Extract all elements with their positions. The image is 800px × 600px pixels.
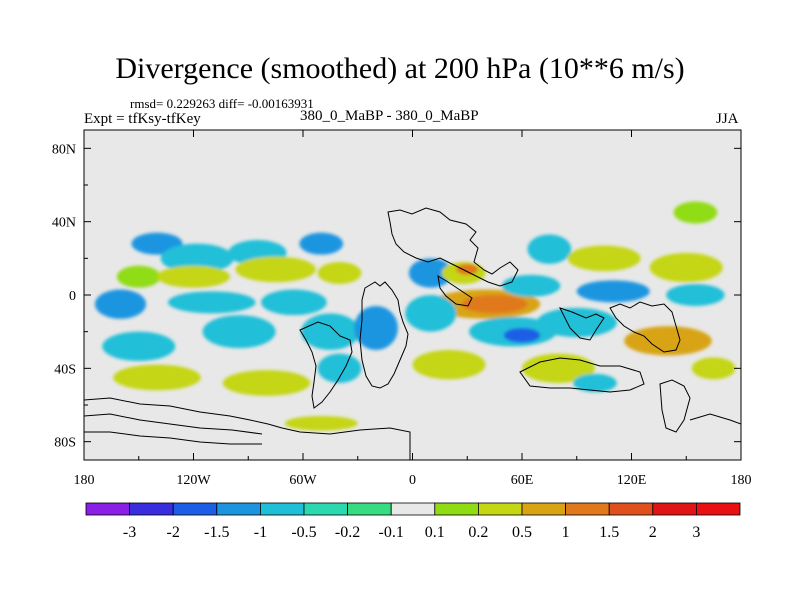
colorbar-swatch-10 [521, 502, 566, 516]
field-blob-18 [284, 416, 358, 431]
field-blob-34 [536, 307, 617, 338]
colorbar-label-5: -0.2 [335, 524, 360, 541]
x-tick-label-6: 180 [731, 473, 752, 488]
colorbar-swatch-5 [303, 502, 348, 516]
field-blob-32 [673, 201, 718, 224]
colorbar-label-4: -0.5 [291, 524, 316, 541]
field-blob-16 [222, 370, 311, 396]
coastline-antarctica-inner [84, 413, 263, 435]
axes: 180 120W 60W 0 60E 120E 180 80N 40N 0 40S 80S [52, 130, 752, 488]
colorbar-label-12: 2 [649, 524, 657, 541]
field-blob-1 [160, 243, 234, 273]
x-tick-label-4: 60E [511, 473, 534, 488]
coastline-south-america [299, 321, 353, 409]
field-blob-17 [317, 353, 362, 384]
colorbar-label-0: -3 [123, 524, 136, 541]
coastline-europe-asia [387, 207, 519, 287]
colorbar-label-9: 0.5 [512, 524, 532, 541]
x-tick-label-3: 0 [409, 473, 416, 488]
field-blob-8 [94, 289, 147, 319]
field-blob-23 [461, 295, 528, 314]
y-tick-label-1: 40N [52, 216, 76, 231]
colorbar-swatch-4 [259, 502, 305, 516]
field-blob-7 [317, 262, 362, 284]
colorbar-swatch-6 [347, 502, 392, 516]
colorbar-swatch-13 [652, 502, 697, 516]
field-blob-19 [408, 258, 453, 288]
coastline-new-zealand [659, 379, 691, 433]
chart-title: Divergence (smoothed) at 200 hPa (10**6 … [115, 52, 685, 85]
field-blob-39 [691, 357, 736, 380]
colorbar-label-8: 0.2 [468, 524, 488, 541]
coastline-antarctica [84, 397, 411, 460]
field-blob-29 [501, 274, 561, 297]
colorbar-swatch-12 [608, 502, 654, 516]
field-blob-26 [503, 328, 541, 343]
y-tick-label-2: 0 [69, 289, 76, 304]
colorbar: -3 -2 -1.5 -1 -0.5 -0.2 -0.1 0.1 0.2 0.5 1 1.5 2 3 [85, 502, 741, 541]
field-blob-31 [649, 252, 723, 283]
colorbar-swatch-1 [129, 502, 174, 516]
field-blob-27 [412, 350, 486, 380]
colorbar-swatch-11 [565, 502, 610, 516]
x-tick-label-0: 180 [74, 473, 95, 488]
coastline-australia [519, 357, 645, 393]
colorbar-label-3: -1 [254, 524, 267, 541]
coastline-africa [359, 281, 409, 389]
stats-line: rmsd= 0.229263 diff= -0.00163931 [130, 96, 314, 111]
field-blob-14 [354, 306, 398, 350]
field-blob-24 [405, 295, 457, 332]
x-tick-label-1: 120W [176, 473, 211, 488]
coastline-east-antarctica [689, 413, 741, 425]
colorbar-swatch-14 [696, 502, 741, 516]
field-blob-5 [157, 265, 230, 288]
x-tick-label-2: 60W [289, 473, 317, 488]
field-blob-15 [113, 364, 201, 391]
field-blob-10 [261, 289, 327, 316]
colorbar-swatch-7 [390, 502, 436, 516]
colorbar-label-13: 3 [692, 524, 700, 541]
experiment-label: Expt = tfKsy-tfKey [84, 111, 201, 127]
field-blob-4 [116, 265, 161, 288]
field-blob-28 [527, 234, 572, 264]
divergence-field [94, 201, 736, 431]
colorbar-label-7: 0.1 [425, 524, 445, 541]
colorbar-swatch-3 [216, 502, 261, 516]
colorbar-swatch-2 [172, 502, 218, 516]
x-tick-label-5: 120E [617, 473, 647, 488]
coastline-india-sea [559, 307, 605, 341]
field-blob-9 [167, 291, 256, 314]
field-blob-21 [456, 263, 479, 275]
y-tick-label-0: 80N [52, 142, 76, 157]
field-blob-33 [576, 280, 650, 303]
colorbar-label-2: -1.5 [204, 524, 229, 541]
field-blob-36 [522, 353, 595, 384]
y-tick-label-3: 40S [54, 362, 76, 377]
field-blob-6 [235, 256, 316, 283]
field-blob-38 [666, 284, 725, 306]
coastline-arabia [437, 275, 473, 307]
colorbar-label-6: -0.1 [379, 524, 404, 541]
coastline-antarctica-shelf [84, 431, 262, 445]
center-subtitle: 380_0_MaBP - 380_0_MaBP [300, 108, 479, 124]
colorbar-label-11: 1.5 [599, 524, 619, 541]
colorbar-swatch-9 [477, 502, 523, 516]
colorbar-label-10: 1 [562, 524, 570, 541]
coastline-southeast-asia [609, 301, 681, 353]
colorbar-swatch-8 [434, 502, 479, 516]
season-label: JJA [716, 111, 739, 127]
coastline-outlines [84, 207, 741, 460]
colorbar-label-1: -2 [167, 524, 180, 541]
field-blob-30 [567, 245, 641, 272]
field-blob-11 [102, 331, 176, 362]
y-tick-label-4: 80S [54, 436, 76, 451]
field-blob-35 [624, 326, 712, 356]
field-blob-3 [299, 232, 344, 255]
colorbar-swatch-0 [85, 502, 130, 516]
field-blob-12 [202, 315, 276, 349]
field-blob-37 [573, 373, 617, 393]
